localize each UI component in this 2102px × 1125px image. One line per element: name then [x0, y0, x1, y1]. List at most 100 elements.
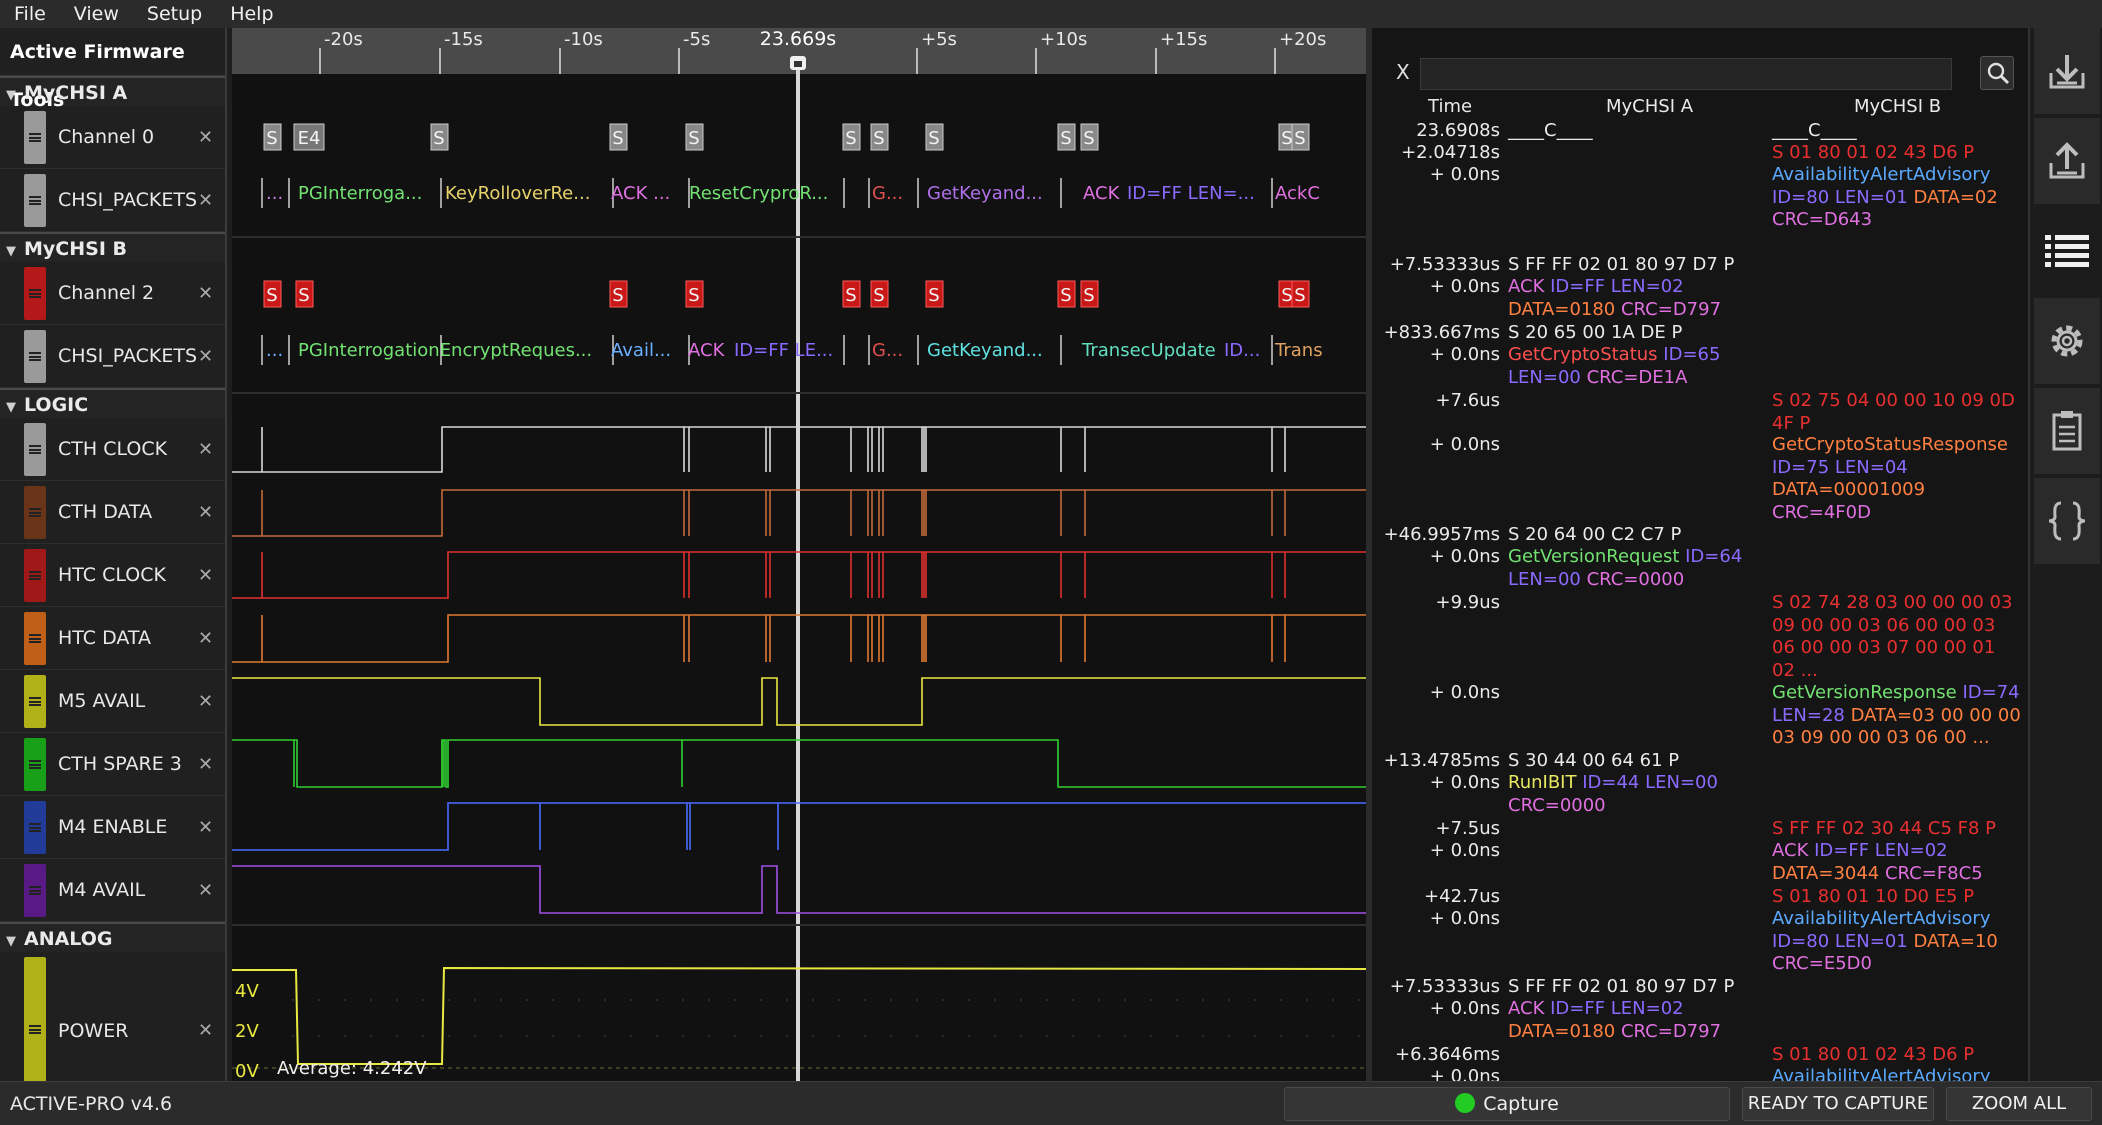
group-header[interactable]: ▼ MyCHSI B: [0, 232, 225, 262]
notes-button[interactable]: [2034, 388, 2100, 476]
drag-grip-icon: [29, 352, 41, 361]
decoded-token: CRC=4F0D: [1772, 501, 1871, 523]
decoded-token: ID=65 LEN=00: [1508, 344, 1727, 388]
close-icon[interactable]: ✕: [198, 754, 214, 775]
channel-row[interactable]: Channel 0 ✕: [0, 106, 225, 169]
collapse-triangle-icon[interactable]: ▼: [6, 400, 16, 415]
channel-color-handle[interactable]: [24, 423, 46, 476]
logic-trace: [232, 677, 1366, 726]
close-icon[interactable]: ✕: [198, 817, 214, 838]
channel-name: Channel 2: [58, 282, 155, 304]
close-icon[interactable]: ✕: [198, 628, 214, 649]
close-icon[interactable]: ✕: [198, 127, 214, 148]
packet-label: Avail...: [611, 340, 671, 361]
channel-color-handle[interactable]: [24, 267, 46, 320]
group-header[interactable]: ▼ MyCHSI A: [0, 76, 225, 106]
channel-color-handle[interactable]: [24, 174, 46, 227]
marker-s: [870, 280, 889, 308]
decoded-token: S 01 80 01 02 43 D6 P: [1772, 1044, 1975, 1065]
row-mychsi-a: GetCryptoStatus ID=65 LEN=00 CRC=DE1A: [1508, 344, 1764, 389]
panel-splitter[interactable]: [1366, 28, 1372, 1081]
row-time: +833.667ms: [1383, 322, 1500, 343]
packet-label: G...: [872, 183, 903, 204]
capture-button[interactable]: Capture: [1284, 1087, 1730, 1121]
script-button[interactable]: [2034, 478, 2100, 566]
channel-row[interactable]: HTC CLOCK ✕: [0, 544, 225, 607]
menu-view[interactable]: View: [73, 3, 119, 25]
marker-s: [1080, 123, 1099, 151]
packet-label: ...: [266, 340, 283, 361]
drag-grip-icon: [29, 697, 41, 706]
group-header[interactable]: ▼ LOGIC: [0, 388, 225, 418]
close-icon[interactable]: ✕: [198, 346, 214, 367]
search-close-button[interactable]: X: [1396, 60, 1410, 84]
decoded-token: ACK: [1508, 276, 1551, 297]
logic-trace: [232, 739, 1366, 788]
packet-label: ResetCryproR...: [689, 183, 828, 204]
packet-label: TransecUpdate: [1081, 340, 1216, 361]
close-icon[interactable]: ✕: [198, 880, 214, 901]
marker-s-label: S: [1281, 285, 1292, 306]
collapse-triangle-icon[interactable]: ▼: [6, 88, 16, 103]
marker-s: [1080, 280, 1099, 308]
import-button[interactable]: [2034, 28, 2100, 116]
channel-color-handle[interactable]: [24, 111, 46, 164]
export-button[interactable]: [2034, 118, 2100, 206]
channel-row[interactable]: Channel 2 ✕: [0, 262, 225, 325]
decoded-token: DATA=10: [1913, 930, 2004, 952]
waveform-view[interactable]: -20s -15s -10s -5s +5s +10s +15s +20s 23.669s S S S…: [232, 28, 1366, 1081]
channel-row[interactable]: M5 AVAIL ✕: [0, 670, 225, 733]
menu-file[interactable]: File: [14, 3, 46, 25]
channel-color-handle[interactable]: [24, 957, 46, 1081]
packet-label: PGInterrogationEncryptReques...: [298, 340, 592, 361]
ready-to-capture-button[interactable]: READY TO CAPTURE: [1742, 1087, 1934, 1121]
channel-row[interactable]: M4 ENABLE ✕: [0, 796, 225, 859]
logic-trace: [232, 489, 1366, 537]
row-time: +7.53333us: [1389, 254, 1500, 275]
channel-row[interactable]: CTH SPARE 3 ✕: [0, 733, 225, 796]
decoded-token: S 02 74 28 03 00 00 00 03 09 00 00 03 06…: [1772, 592, 2019, 681]
marker-s: [1057, 123, 1076, 151]
menu-setup[interactable]: Setup: [146, 3, 203, 25]
channel-row[interactable]: HTC DATA ✕: [0, 607, 225, 670]
close-icon[interactable]: ✕: [198, 565, 214, 586]
channel-color-handle[interactable]: [24, 330, 46, 383]
channel-color-handle[interactable]: [24, 549, 46, 602]
decoded-token: S 20 65 00 1A DE P: [1508, 322, 1683, 343]
row-time: +6.3646ms: [1395, 1044, 1500, 1065]
close-icon[interactable]: ✕: [198, 190, 214, 211]
close-icon[interactable]: ✕: [198, 691, 214, 712]
search-input[interactable]: [1420, 58, 1952, 90]
collapse-triangle-icon[interactable]: ▼: [6, 244, 16, 259]
group-header[interactable]: ▼ ANALOG: [0, 922, 225, 952]
settings-button[interactable]: [2034, 298, 2100, 386]
channel-row[interactable]: CTH CLOCK ✕: [0, 418, 225, 481]
channel-color-handle[interactable]: [24, 486, 46, 539]
zoom-all-button[interactable]: ZOOM ALL: [1946, 1087, 2092, 1121]
decoded-token: AvailabilityAlertAdvisory: [1772, 908, 1997, 929]
row-mychsi-a: S FF FF 02 01 80 97 D7 P: [1508, 976, 1764, 999]
close-icon[interactable]: ✕: [198, 439, 214, 460]
channel-row[interactable]: POWER ✕: [0, 952, 225, 1081]
channel-row[interactable]: CHSI_PACKETS ✕: [0, 169, 225, 232]
channel-row[interactable]: M4 AVAIL ✕: [0, 859, 225, 922]
channel-color-handle[interactable]: [24, 738, 46, 791]
channel-row[interactable]: CTH DATA ✕: [0, 481, 225, 544]
decoded-token: ID=80 LEN=01: [1772, 186, 1914, 208]
close-icon[interactable]: ✕: [198, 283, 214, 304]
search-button[interactable]: [1980, 56, 2014, 90]
list-view-button[interactable]: [2034, 208, 2100, 296]
channel-color-handle[interactable]: [24, 864, 46, 917]
row-mychsi-b: S 01 80 01 02 43 D6 P: [1772, 1044, 2022, 1067]
collapse-triangle-icon[interactable]: ▼: [6, 934, 16, 949]
menu-help[interactable]: Help: [230, 3, 274, 25]
close-icon[interactable]: ✕: [198, 1020, 214, 1041]
channel-row[interactable]: CHSI_PACKETS ✕: [0, 325, 225, 388]
channel-color-handle[interactable]: [24, 675, 46, 728]
close-icon[interactable]: ✕: [198, 502, 214, 523]
channel-color-handle[interactable]: [24, 612, 46, 665]
menu-bar: File View Setup Help: [0, 0, 2102, 28]
row-time: + 0.0ns: [1429, 772, 1500, 793]
channel-color-handle[interactable]: [24, 801, 46, 854]
